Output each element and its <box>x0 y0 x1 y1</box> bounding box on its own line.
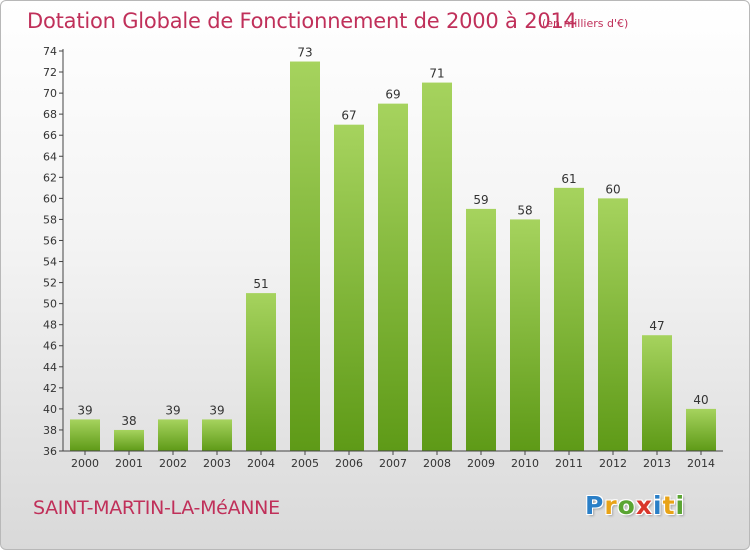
bar-value-label: 61 <box>561 172 576 186</box>
bar-2002 <box>158 419 188 451</box>
y-tick-label: 74 <box>43 45 57 58</box>
y-tick-label: 72 <box>43 66 57 79</box>
y-tick-label: 50 <box>43 298 57 311</box>
bar-value-label: 73 <box>297 46 312 60</box>
y-tick-label: 48 <box>43 319 57 332</box>
bar-2001 <box>114 429 144 451</box>
x-tick-label: 2006 <box>335 457 363 470</box>
logo-letter: o <box>617 491 636 520</box>
bar-2000 <box>70 419 100 451</box>
bar-value-label: 39 <box>209 403 224 417</box>
commune-name: SAINT-MARTIN-LA-MéANNE <box>33 497 280 519</box>
y-tick-label: 70 <box>43 87 57 100</box>
x-tick-label: 2004 <box>247 457 275 470</box>
bar-value-label: 58 <box>517 203 532 217</box>
bar-2004 <box>246 293 276 451</box>
logo-letter: t <box>662 491 676 520</box>
y-tick-label: 66 <box>43 129 57 142</box>
x-tick-label: 2014 <box>687 457 715 470</box>
bar-value-label: 40 <box>693 393 708 407</box>
bar-value-label: 39 <box>77 403 92 417</box>
y-tick-label: 46 <box>43 340 57 353</box>
bar-value-label: 47 <box>649 319 664 333</box>
x-tick-label: 2000 <box>71 457 99 470</box>
bar-2006 <box>334 124 364 452</box>
bar-value-label: 39 <box>165 403 180 417</box>
x-tick-label: 2005 <box>291 457 319 470</box>
x-tick-label: 2007 <box>379 457 407 470</box>
x-tick-label: 2008 <box>423 457 451 470</box>
x-tick-label: 2001 <box>115 457 143 470</box>
bar-2014 <box>686 408 716 451</box>
y-tick-label: 40 <box>43 403 57 416</box>
bar-value-label: 71 <box>429 67 444 81</box>
bar-value-label: 69 <box>385 88 400 102</box>
y-tick-label: 44 <box>43 361 57 374</box>
bar-2010 <box>510 219 540 451</box>
bar-2005 <box>290 61 320 452</box>
x-tick-label: 2002 <box>159 457 187 470</box>
y-tick-label: 64 <box>43 150 57 163</box>
logo-letter: i <box>675 491 686 520</box>
bar-2003 <box>202 419 232 451</box>
proxiti-logo: Proxiti <box>585 491 685 520</box>
y-tick-label: 38 <box>43 424 57 437</box>
bar-2013 <box>642 335 672 451</box>
y-tick-label: 54 <box>43 256 57 269</box>
y-tick-label: 58 <box>43 213 57 226</box>
bar-value-label: 60 <box>605 182 620 196</box>
x-tick-label: 2010 <box>511 457 539 470</box>
y-tick-label: 36 <box>43 445 57 458</box>
x-tick-label: 2009 <box>467 457 495 470</box>
x-tick-label: 2011 <box>555 457 583 470</box>
y-tick-label: 52 <box>43 277 57 290</box>
y-tick-label: 42 <box>43 382 57 395</box>
x-tick-label: 2012 <box>599 457 627 470</box>
bar-2007 <box>378 103 408 451</box>
logo-letter: P <box>585 491 605 520</box>
logo-letter: r <box>604 491 618 520</box>
x-tick-label: 2003 <box>203 457 231 470</box>
bar-value-label: 59 <box>473 193 488 207</box>
logo-letter: x <box>635 491 653 520</box>
y-tick-label: 68 <box>43 108 57 121</box>
y-tick-label: 60 <box>43 192 57 205</box>
x-axis: 2000 2001 2002 2003 2004 2005 2006 2007 2008 2009… <box>63 450 723 470</box>
chart-title: Dotation Globale de Fonctionnement de 20… <box>27 9 577 33</box>
y-axis: 36 38 40 42 44 46 48 50 52 54 56 58 60 62 64 66 68 70 72 74 <box>43 45 64 458</box>
y-tick-label: 62 <box>43 171 57 184</box>
bar-2008 <box>422 82 452 451</box>
bars: 39 38 39 39 51 73 67 69 71 59 58 61 60 47 40 <box>70 46 716 452</box>
bar-value-label: 38 <box>121 414 136 428</box>
bar-2009 <box>466 208 496 451</box>
logo-letter: i <box>653 491 663 520</box>
chart-unit: (en milliers d'€) <box>542 17 629 30</box>
bar-value-label: 51 <box>253 277 268 291</box>
bar-2011 <box>554 187 584 451</box>
x-tick-label: 2013 <box>643 457 671 470</box>
bar-2012 <box>598 198 628 451</box>
y-tick-label: 56 <box>43 234 57 247</box>
bar-value-label: 67 <box>341 109 356 123</box>
